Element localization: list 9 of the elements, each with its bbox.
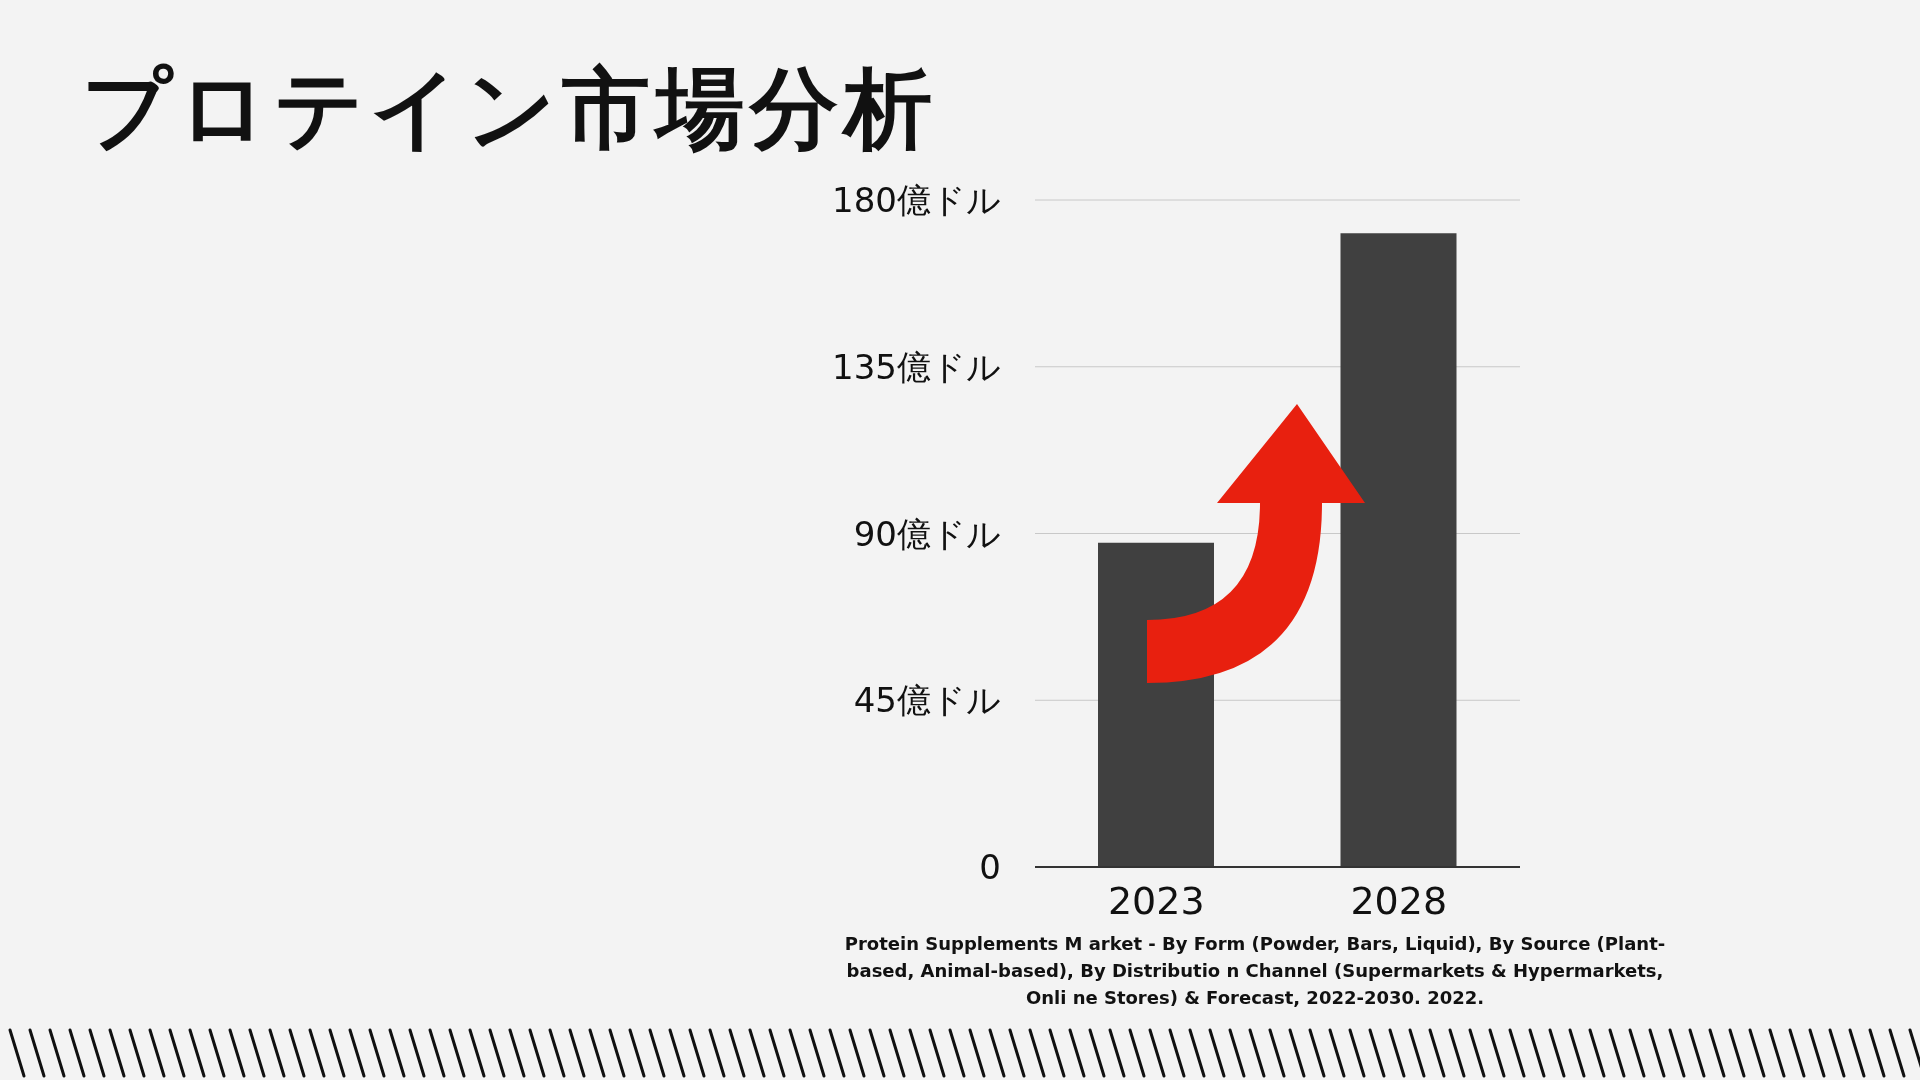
y-tick-label: 180億ドル	[832, 180, 1001, 221]
y-tick-label: 45億ドル	[853, 680, 1001, 721]
y-tick-label: 90億ドル	[853, 513, 1001, 554]
y-tick-label: 135億ドル	[832, 346, 1001, 387]
x-tick-label: 2023	[1107, 878, 1205, 923]
chart-title: プロテイン市場分析	[82, 56, 938, 162]
text: Protein Supplements M arket - By Form (Powder, Bars, Liquid), By Source (Plant-based, Animal-based), By Distributio n Channel (Supermarkets & Hypermarkets, Onli ne Stores) & Forecast, 2022-2030. 2022.	[843, 932, 1667, 1010]
y-tick-label: 0	[979, 847, 1001, 888]
x-tick-label: 2028	[1350, 878, 1448, 923]
